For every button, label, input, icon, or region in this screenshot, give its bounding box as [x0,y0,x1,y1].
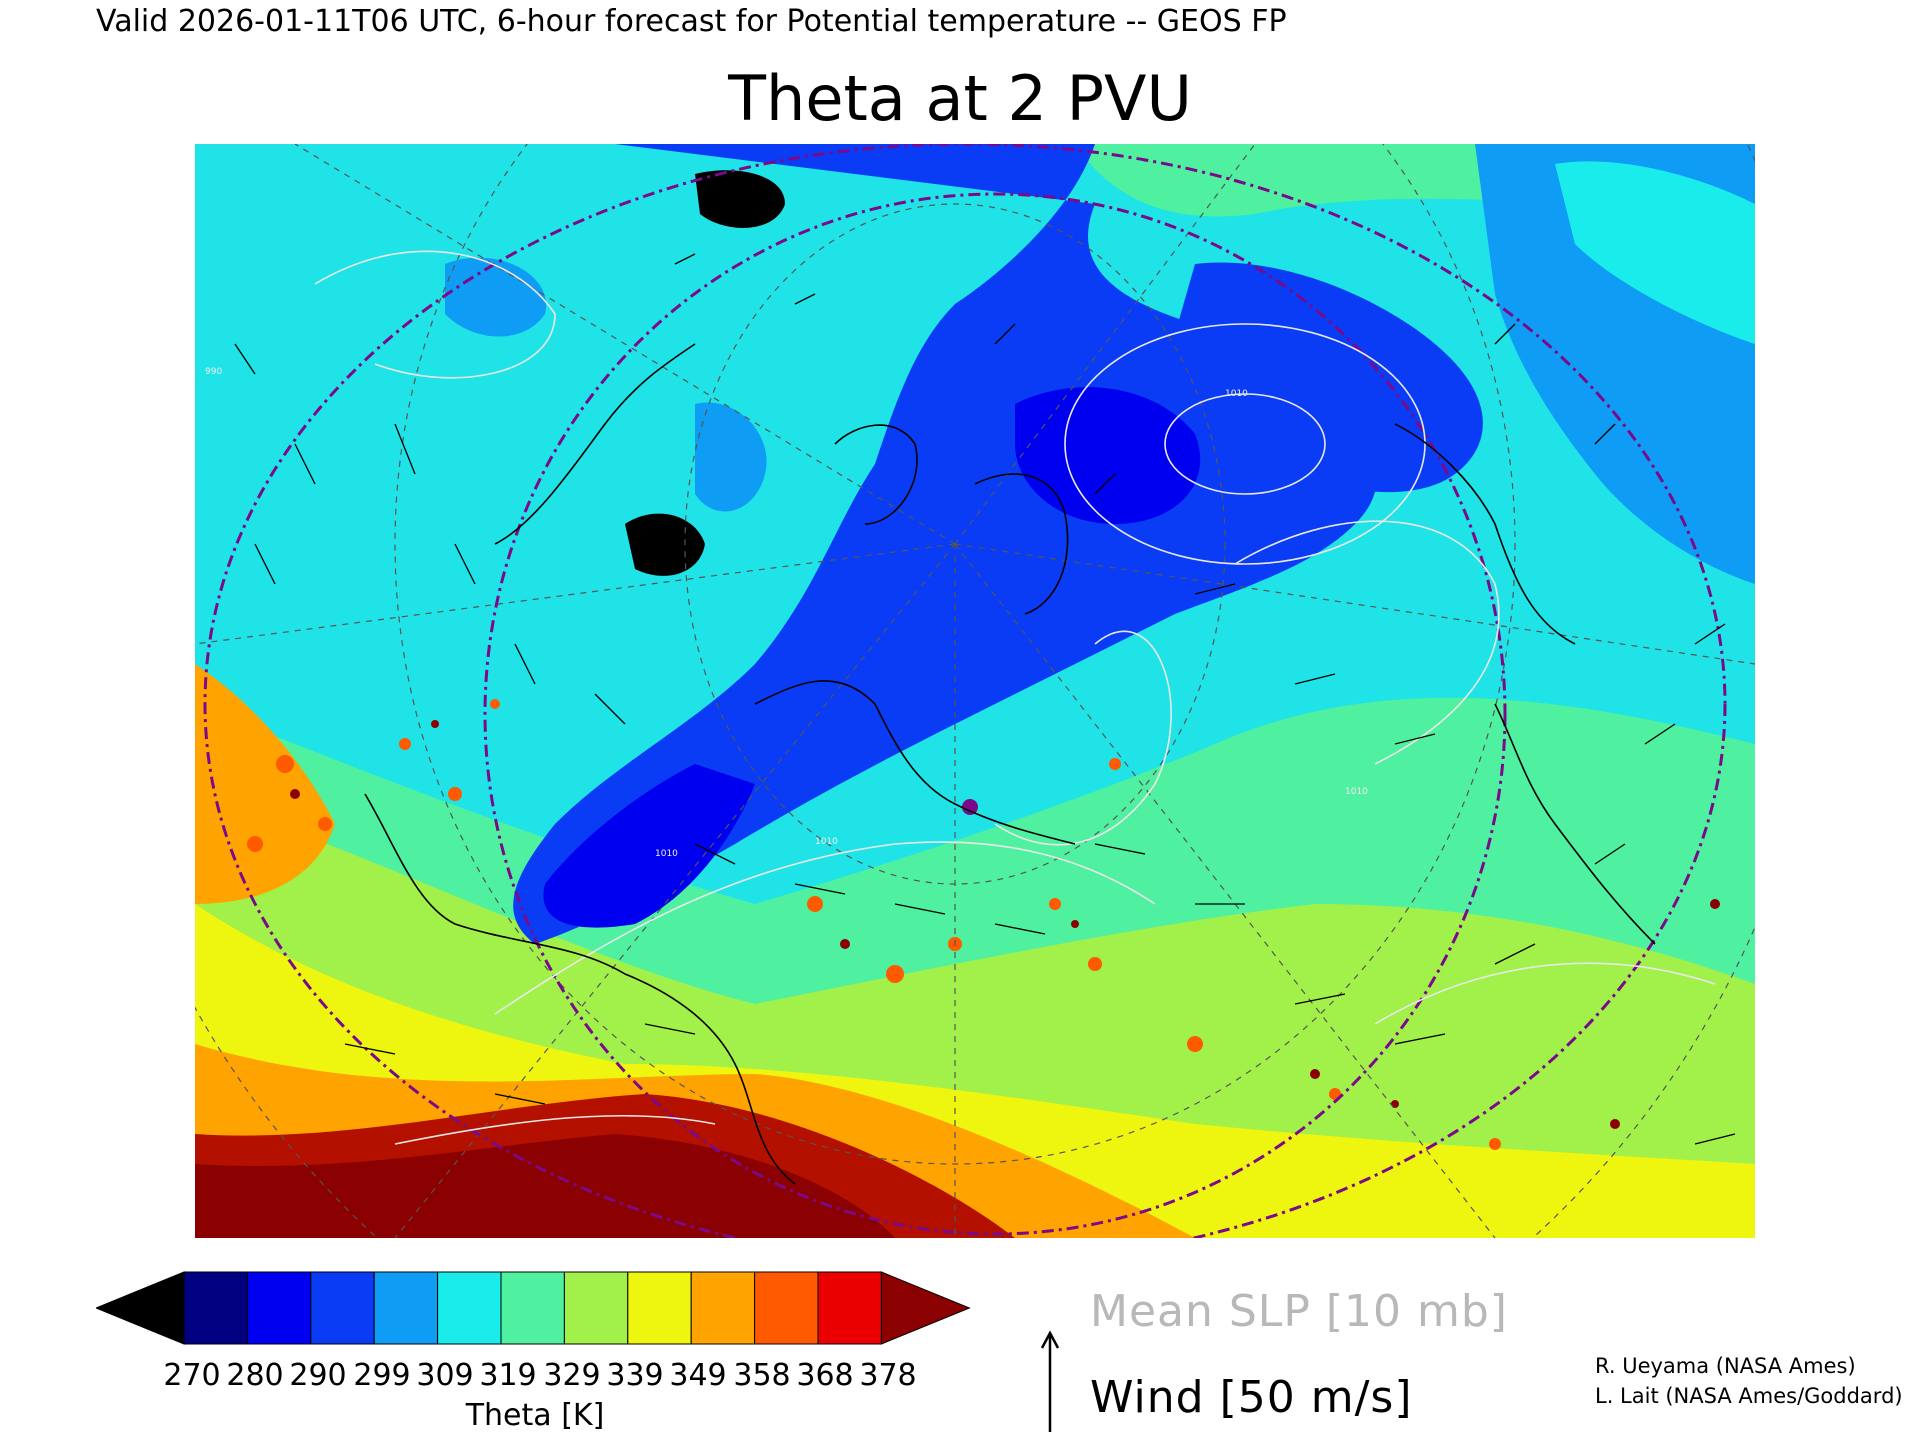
colorbar-cell [500,1271,565,1345]
theta-map: 1010 1010 1010 990 1010 [195,144,1755,1238]
theta-band-378 [195,1134,895,1238]
colorbar-cell [373,1271,439,1345]
tick-280: 280 [226,1358,284,1393]
tick-299: 299 [353,1358,411,1393]
forecast-header: Valid 2026-01-11T06 UTC, 6-hour forecast… [96,4,1287,39]
colorbar-cell [690,1271,756,1345]
tick-339: 339 [606,1358,664,1393]
tick-368: 368 [796,1358,854,1393]
colorbar-cell [754,1271,819,1345]
wind-legend: Wind [50 m/s] [1090,1372,1413,1423]
tick-319: 319 [479,1358,537,1393]
tick-349: 349 [669,1358,727,1393]
colorbar-cell [437,1271,502,1345]
tick-378: 378 [859,1358,917,1393]
tick-358: 358 [733,1358,791,1393]
slp-contours [314,250,1716,1145]
coastlines [364,343,1656,1185]
slp-label-1010-b: 1010 [655,849,678,859]
theta-band-290 [513,144,1377,944]
wind-scale-arrow-icon [1040,1330,1060,1432]
colorbar-label: Theta [K] [465,1398,605,1433]
slp-label-1010-c: 1010 [815,837,838,847]
map-title: Theta at 2 PVU [728,62,1192,135]
colorbar-cells [96,1271,971,1345]
tick-290: 290 [289,1358,347,1393]
colorbar [96,1271,971,1345]
theta-minimum-north [695,170,785,228]
tick-309: 309 [416,1358,474,1393]
theta-field-svg: 1010 1010 1010 990 1010 [195,144,1755,1238]
latlon-grid [195,144,1755,1238]
credit-line-2: L. Lait (NASA Ames/Goddard) [1595,1384,1903,1408]
slp-label-1010-d: 1010 [1345,787,1368,797]
warm-specks [247,699,1501,1150]
colorbar-over-triangle [880,1271,971,1345]
latitude-circles [203,144,1727,1238]
colorbar-cell [817,1271,882,1345]
colorbar-cell [310,1271,375,1345]
colorbar-cell [183,1271,248,1345]
colorbar-under-triangle [96,1271,185,1345]
wind-vectors [234,253,1736,1145]
slp-label-990: 990 [205,367,222,377]
slp-label-1010-a: 1010 [1225,389,1248,399]
slp-legend: Mean SLP [10 mb] [1090,1286,1508,1337]
credit-line-1: R. Ueyama (NASA Ames) [1595,1354,1856,1378]
colorbar-cell [627,1271,692,1345]
colorbar-cell [563,1271,629,1345]
tick-329: 329 [543,1358,601,1393]
tick-270: 270 [163,1358,221,1393]
colorbar-cell [246,1271,312,1345]
colorbar-ticks: 270 280 290 299 309 319 329 339 349 358 … [0,1358,1920,1398]
